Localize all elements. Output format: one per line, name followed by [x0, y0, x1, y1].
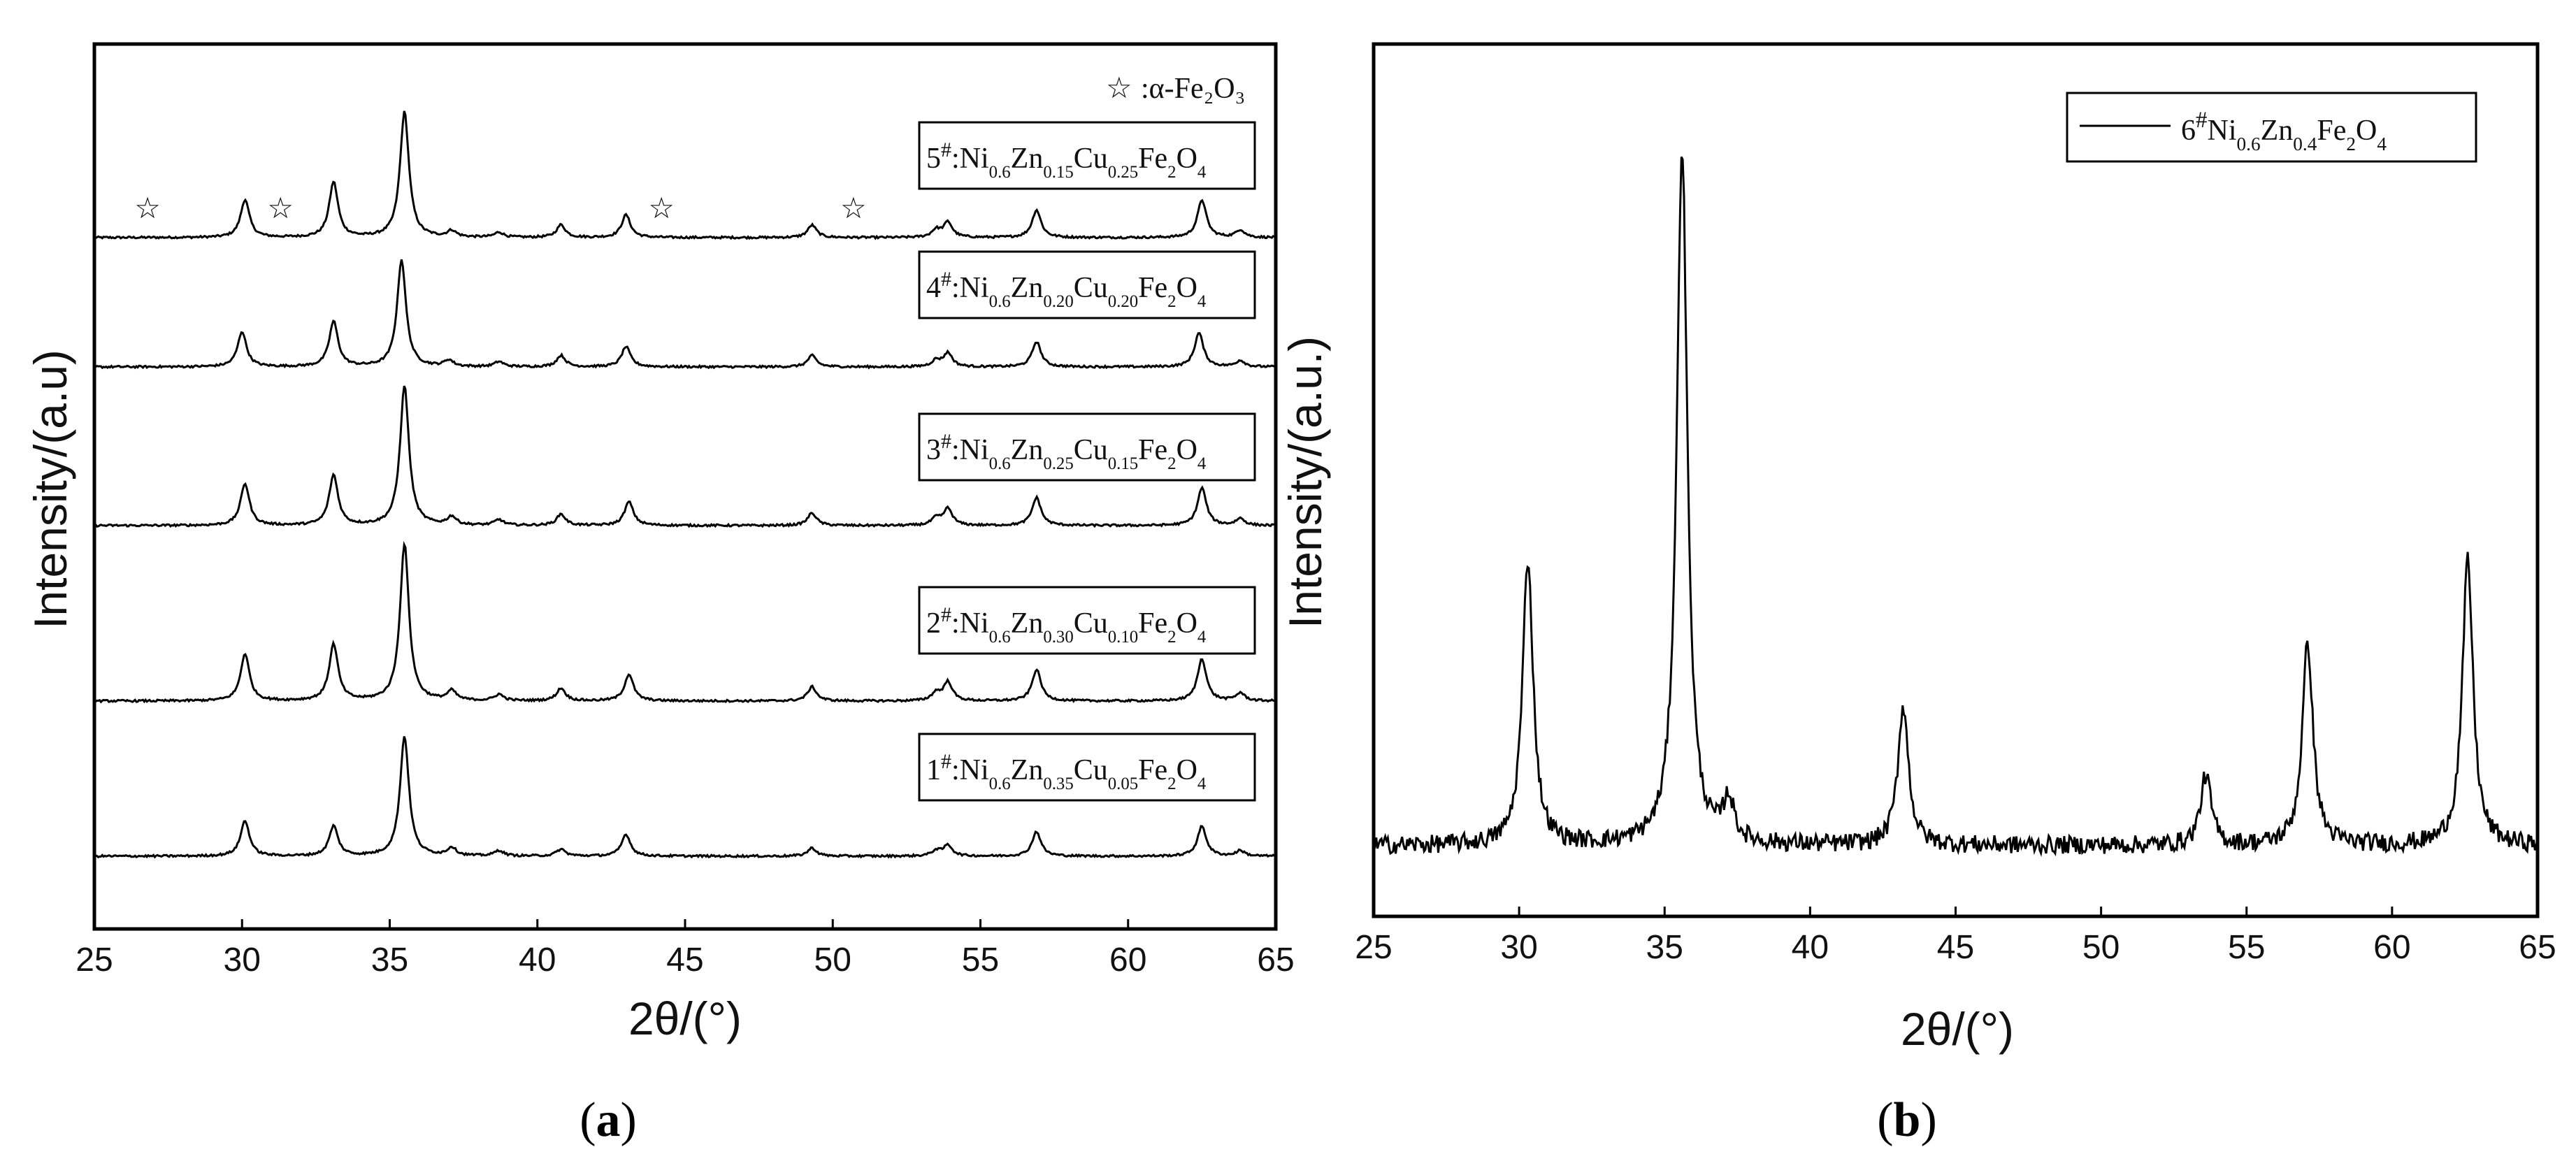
panel-a-marker-legend: ☆ :α-Fe₂O₃: [1106, 73, 1245, 105]
panel-b-x-ticks: [1372, 907, 2539, 916]
panel-a: 25 30 35 40 45 50 55 60 65 ☆ ☆ ☆ ☆ 5#:Ni0.6​Zn0.15​…: [24, 42, 1295, 1044]
panel-b-x-tick-label: 55: [2228, 929, 2265, 966]
panel-a-xlabel: 2θ/(°): [628, 993, 742, 1044]
trace-sample-6: [1373, 156, 2539, 857]
fe2o3-star-icon: ☆: [648, 193, 675, 225]
panel-b-x-tick-label: 45: [1937, 929, 1974, 966]
panel-b-x-tick-label: 65: [2519, 929, 2556, 966]
trace-sample-3: [94, 385, 1276, 528]
panel-b-traces: [1373, 156, 2539, 857]
panel-a-x-tick-label: 60: [1109, 942, 1146, 979]
series-label-4: 4#:Ni0.6​Zn0.20​Cu0.20​Fe2​O4​: [926, 268, 1207, 311]
panel-a-x-tick-label: 55: [962, 942, 999, 979]
panel-b-frame: [1372, 42, 2540, 918]
panel-b-x-tick-labels: 25 30 35 40 45 50 55 60 65: [1355, 929, 2556, 966]
panel-a-x-tick-label: 65: [1257, 942, 1294, 979]
fe2o3-star-icon: ☆: [134, 193, 161, 225]
series-label-box-4: [918, 250, 1256, 319]
series-label-5: 5#:Ni0.6​Zn0.15​Cu0.25​Fe2​O4​: [926, 138, 1207, 182]
panel-b: 25 30 35 40 45 50 55 60 65 6#Ni0.6​Zn0.4​Fe2​O4​…: [1279, 42, 2556, 1055]
panel-a-traces: [94, 110, 1276, 859]
trace-sample-5: [94, 110, 1276, 240]
star-icon: ☆: [1106, 73, 1132, 105]
panel-b-x-tick-label: 50: [2082, 929, 2120, 966]
caption-a: (a): [580, 1093, 637, 1147]
panel-b-ylabel: Intensity/(a.u.): [1279, 336, 1331, 628]
marker-legend-label: :α-Fe₂O₃: [1141, 73, 1245, 105]
panel-b-x-tick-label: 35: [1646, 929, 1683, 966]
panel-b-legend: 6#Ni0.6​Zn0.4​Fe2​O4​: [2066, 92, 2477, 163]
fe2o3-star-icon: ☆: [267, 193, 294, 225]
panel-a-x-tick-label: 35: [371, 942, 408, 979]
trace-sample-1: [94, 736, 1276, 859]
panel-b-x-tick-label: 30: [1500, 929, 1537, 966]
series-label-box-5: [918, 121, 1256, 190]
trace-sample-4: [94, 259, 1276, 370]
panel-b-x-tick-label: 25: [1355, 929, 1392, 966]
panel-a-ylabel: Intensity/(a.u): [24, 349, 76, 629]
panel-a-x-ticks: [93, 919, 1277, 929]
panel-b-legend-box: [2066, 92, 2477, 163]
panel-b-legend-label: 6#Ni0.6​Zn0.4​Fe2​O4​: [2181, 108, 2387, 154]
panel-b-x-tick-label: 40: [1792, 929, 1829, 966]
series-label-box-2: [918, 586, 1256, 655]
series-label-1: 1#:Ni0.6​Zn0.35​Cu0.05​Fe2​O4​: [926, 750, 1207, 793]
panel-a-x-tick-label: 45: [666, 942, 703, 979]
panel-a-x-tick-label: 50: [814, 942, 851, 979]
caption-b: (b): [1877, 1093, 1937, 1147]
panel-a-fe2o3-markers: ☆ ☆ ☆ ☆: [134, 193, 866, 225]
panel-a-x-tick-label: 25: [75, 942, 113, 979]
panel-b-xlabel: 2θ/(°): [1901, 1003, 2014, 1055]
panel-a-x-tick-label: 40: [519, 942, 556, 979]
trace-sample-2: [94, 540, 1276, 704]
series-label-box-1: [918, 733, 1256, 802]
panel-a-series-labels: 5#:Ni0.6​Zn0.15​Cu0.25​Fe2​O4​ 4#:Ni0.6​Z…: [918, 121, 1256, 802]
series-label-box-3: [918, 412, 1256, 482]
panel-a-x-tick-label: 30: [224, 942, 261, 979]
panel-a-x-tick-labels: 25 30 35 40 45 50 55 60 65: [75, 942, 1294, 979]
panel-b-x-tick-label: 60: [2373, 929, 2410, 966]
series-label-3: 3#:Ni0.6​Zn0.25​Cu0.15​Fe2​O4​: [926, 430, 1207, 473]
fe2o3-star-icon: ☆: [840, 193, 867, 225]
series-label-2: 2#:Ni0.6​Zn0.30​Cu0.10​Fe2​O4​: [926, 603, 1207, 647]
